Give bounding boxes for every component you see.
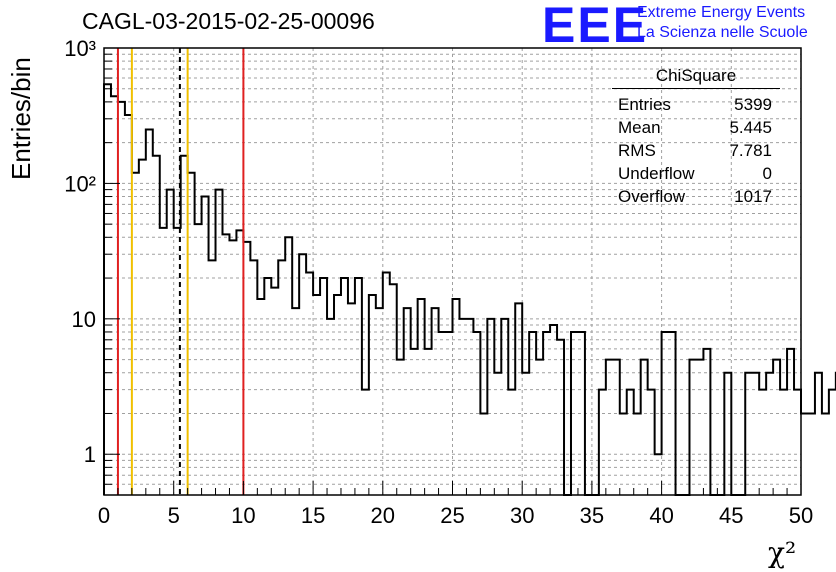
stats-row: Underflow 0 [612,162,780,185]
x-tick-label: 20 [371,503,395,528]
stats-value: 0 [762,164,772,183]
stats-label: Underflow [618,164,695,183]
stats-value: 5.445 [729,118,772,137]
x-axis: 0 5 10 15 20 25 30 35 40 45 50 [98,481,813,528]
histogram-bin [815,373,822,495]
x-tick-label: 50 [789,503,813,528]
stats-row: RMS 7.781 [612,139,780,162]
y-axis: 1 10 10² 10³ [64,36,120,496]
y-tick-label: 10³ [64,36,96,61]
histogram-bin [829,390,836,495]
histogram-bin [822,413,829,495]
y-tick-label: 10 [72,307,96,332]
eee-logo: EEE [542,0,649,53]
x-tick-label: 15 [301,503,325,528]
reference-lines [116,48,245,495]
stats-label: Overflow [618,187,686,206]
stats-value: 5399 [734,95,772,114]
x-tick-label: 35 [580,503,604,528]
x-tick-label: 0 [98,503,110,528]
stats-label: Entries [618,95,671,114]
logo-line-1: Extreme Energy Events [637,4,806,21]
stats-box: ChiSquare Entries 5399 Mean 5.445 RMS 7.781… [612,66,780,208]
x-tick-label: 40 [649,503,673,528]
logo-line-2: La Scienza nelle Scuole [637,24,808,41]
stats-label: Mean [618,118,661,137]
x-tick-label: 10 [231,503,255,528]
stats-label: RMS [618,141,656,160]
x-tick-label: 25 [440,503,464,528]
y-tick-label: 10² [64,171,96,196]
histogram-bin [801,413,808,495]
stats-row: Mean 5.445 [612,116,780,139]
x-tick-label: 5 [168,503,180,528]
stats-value: 1017 [734,187,772,206]
x-axis-label: χ² [768,536,797,569]
y-tick-label: 1 [84,442,96,467]
x-tick-label: 30 [510,503,534,528]
x-tick-label: 45 [719,503,743,528]
y-axis-label: Entries/bin [6,57,36,180]
stats-value: 7.781 [729,141,772,160]
stats-row: Entries 5399 [612,93,780,116]
chart-title: CAGL-03-2015-02-25-00096 [82,8,375,34]
stats-title: ChiSquare [612,66,780,89]
histogram-bin [808,413,815,495]
stats-row: Overflow 1017 [612,185,780,208]
